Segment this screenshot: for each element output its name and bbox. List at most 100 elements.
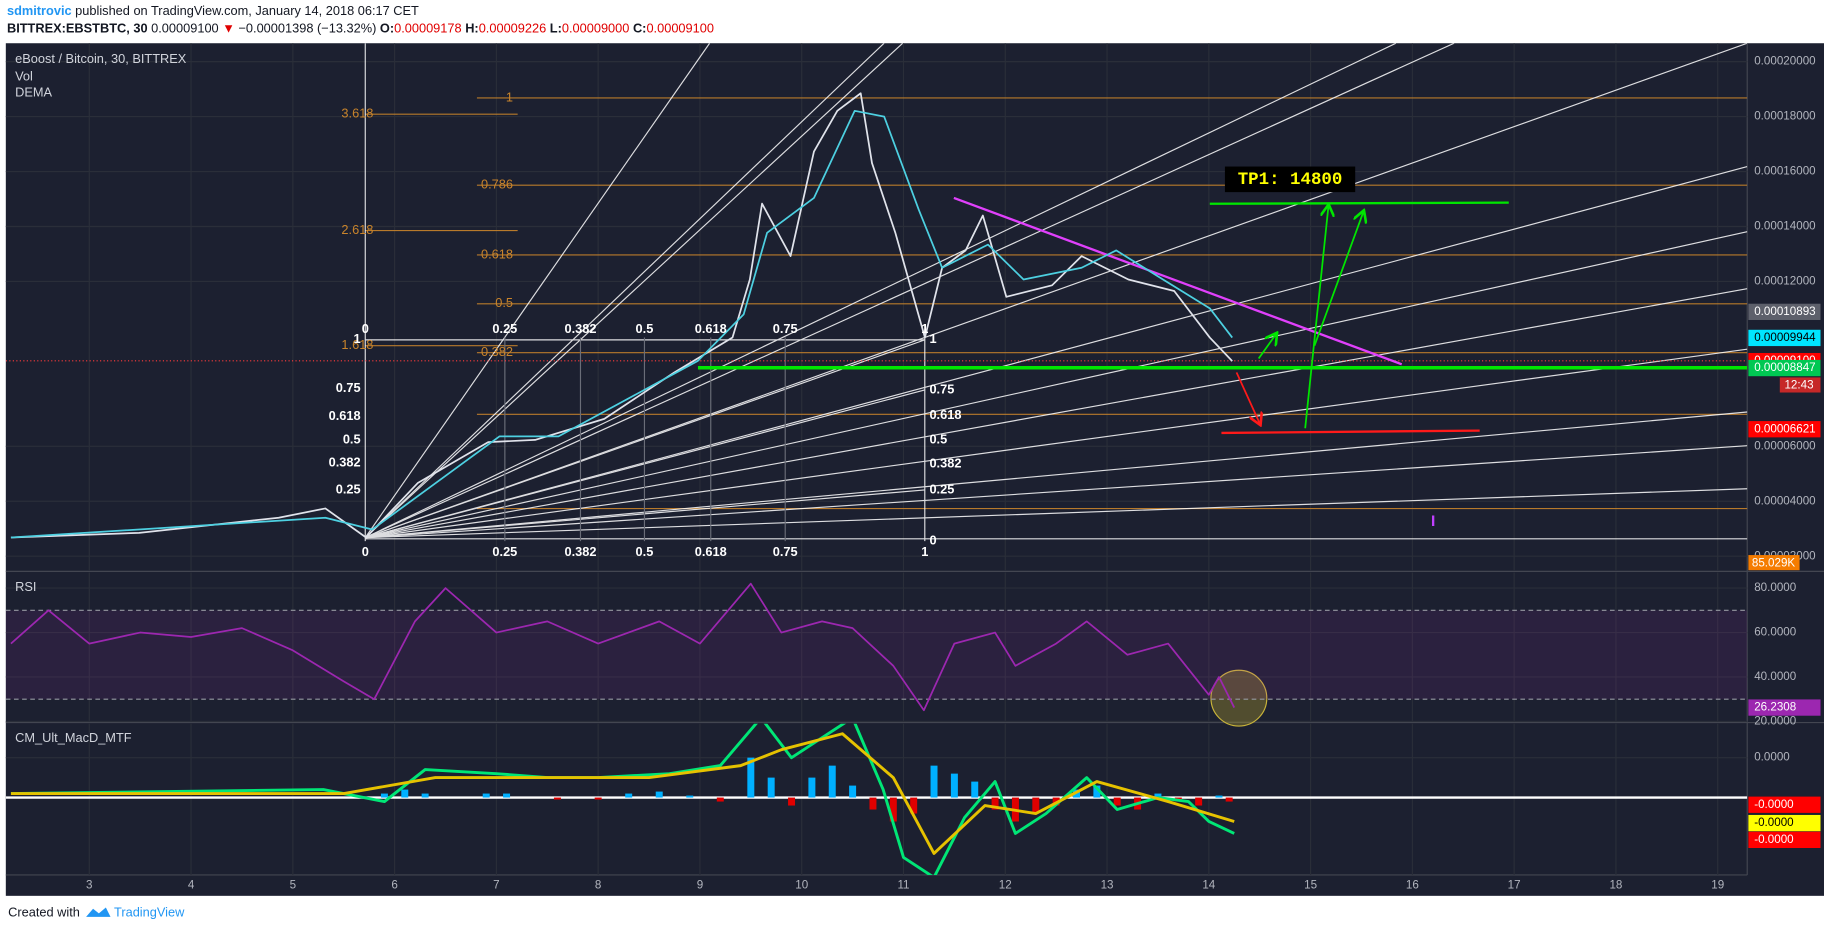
annotation-label: 0.618 [695, 544, 727, 559]
y-tick-label: 0.0000 [1754, 751, 1790, 764]
indicator-label: Vol [15, 68, 33, 83]
annotation-label: 0.25 [929, 481, 954, 496]
x-tick-label: 19 [1711, 879, 1724, 892]
legend-entry: DEMA [15, 85, 52, 100]
histogram-bar [971, 781, 979, 798]
symbol: BITTREX:EBSTBTC, 30 [7, 21, 148, 36]
series-line [10, 723, 1235, 875]
footer-bg [0, 895, 1824, 931]
annotation-label: 1 [354, 331, 361, 346]
price-label: 0.00009944 [1754, 331, 1816, 344]
x-tick-label: 14 [1202, 879, 1215, 892]
price-label: -0.0000 [1754, 798, 1794, 811]
price-label: 0.00008847 [1754, 361, 1815, 374]
histogram-bar [716, 797, 724, 802]
histogram-bar [1154, 793, 1162, 798]
annotation-label: 0.382 [481, 344, 513, 359]
target-label: TP1: 14800 [1238, 170, 1343, 190]
annotation-label: 0.618 [929, 407, 961, 422]
annotation-label: 0.25 [492, 544, 517, 559]
ohlc-label: L: [550, 21, 562, 36]
x-tick-label: 16 [1406, 879, 1419, 892]
histogram-bar [594, 797, 602, 800]
histogram-bar [747, 757, 755, 798]
ohlc-value: 0.00009226 [479, 21, 547, 36]
header-line: sdmitrovic published on TradingView.com,… [7, 3, 419, 18]
y-tick-label: 0.00016000 [1754, 165, 1816, 178]
last-price: 0.00009100 [151, 21, 219, 36]
pane-data [10, 92, 1233, 539]
annotation-label: 0.618 [329, 408, 361, 423]
histogram-bar [421, 793, 429, 798]
ohlc-value: 0.00009178 [394, 21, 462, 36]
series-line [10, 109, 1233, 539]
annotation-label: 0.382 [564, 321, 596, 336]
annotation-label: 0.75 [929, 381, 954, 396]
footer-text: Created with [8, 905, 80, 920]
series-line [10, 732, 1235, 855]
histogram-bar [401, 789, 409, 798]
pane-title: RSI [15, 579, 36, 594]
ohlc-value: 0.00009100 [646, 21, 714, 36]
x-tick-label: 6 [391, 879, 397, 892]
author-link[interactable]: sdmitrovic [7, 3, 72, 18]
y-tick-label: 60.0000 [1754, 626, 1797, 639]
annotation-label: 0.25 [336, 481, 361, 496]
annotation-label: 0.25 [492, 321, 517, 336]
countdown-bg [1779, 377, 1821, 393]
y-tick-label: 0.00012000 [1754, 275, 1816, 288]
histogram-bar [686, 795, 694, 798]
annotation-label: 0.5 [636, 321, 654, 336]
x-tick-label: 15 [1304, 879, 1317, 892]
histogram-bar [482, 793, 490, 798]
annotation-label: 1 [506, 89, 513, 104]
symbol-line: BITTREX:EBSTBTC, 30 0.00009100 ▼ −0.0000… [7, 21, 714, 36]
x-tick-label: 8 [595, 879, 601, 892]
histogram-bar [380, 793, 388, 798]
low-line [1221, 429, 1480, 435]
header-bg [0, 0, 1824, 44]
annotation-label: 0 [362, 321, 369, 336]
histogram-bar [910, 797, 918, 814]
x-tick-label: 18 [1609, 879, 1622, 892]
histogram-bar [655, 791, 663, 798]
histogram-bar [828, 765, 836, 798]
price-label: -0.0000 [1754, 816, 1794, 829]
footer-brand[interactable]: TradingView [114, 905, 185, 920]
histogram-bar [950, 773, 958, 798]
y-tick-label: 0.00004000 [1754, 494, 1816, 507]
series-line [10, 92, 1233, 539]
annotation-label: 0.382 [329, 455, 361, 470]
price-label: 0.00006621 [1754, 422, 1815, 435]
x-tick-label: 17 [1508, 879, 1521, 892]
annotation-label: 0.5 [929, 431, 947, 446]
histogram-bar [788, 797, 796, 806]
y-tick-label: 40.0000 [1754, 670, 1797, 683]
annotation-label: 0.786 [481, 177, 513, 192]
histogram-bar [808, 777, 816, 798]
histogram-bar [1215, 795, 1223, 798]
histogram-bar [869, 797, 877, 810]
trend-line [953, 196, 1403, 366]
target-box [1224, 166, 1356, 193]
histogram-bar [1113, 797, 1121, 806]
annotation-label: 0.5 [636, 544, 654, 559]
label-layer: 3 4 5 6 7 8 9 10 11 12 13 14 15 16 17 18 190.000200000.0… [86, 55, 1821, 892]
annotation-label: 0.5 [343, 431, 361, 446]
price-label-bg [1748, 814, 1821, 832]
fan-grid [504, 337, 786, 542]
highlight-circle [1210, 669, 1268, 727]
annotation-label: 0.382 [564, 544, 596, 559]
drawings: TP1: 14800 [5, 43, 1748, 542]
x-tick-label: 13 [1101, 879, 1114, 892]
grid-layer [5, 43, 1748, 875]
published-text: published on TradingView.com, January 14… [75, 3, 419, 18]
x-tick-label: 10 [795, 879, 808, 892]
annotation-label: 0.618 [695, 321, 727, 336]
ohlc-label: H: [465, 21, 479, 36]
price-label-bg [1748, 796, 1821, 813]
x-tick-label: 5 [290, 879, 296, 892]
y-tick-label: 0.00018000 [1754, 110, 1816, 123]
